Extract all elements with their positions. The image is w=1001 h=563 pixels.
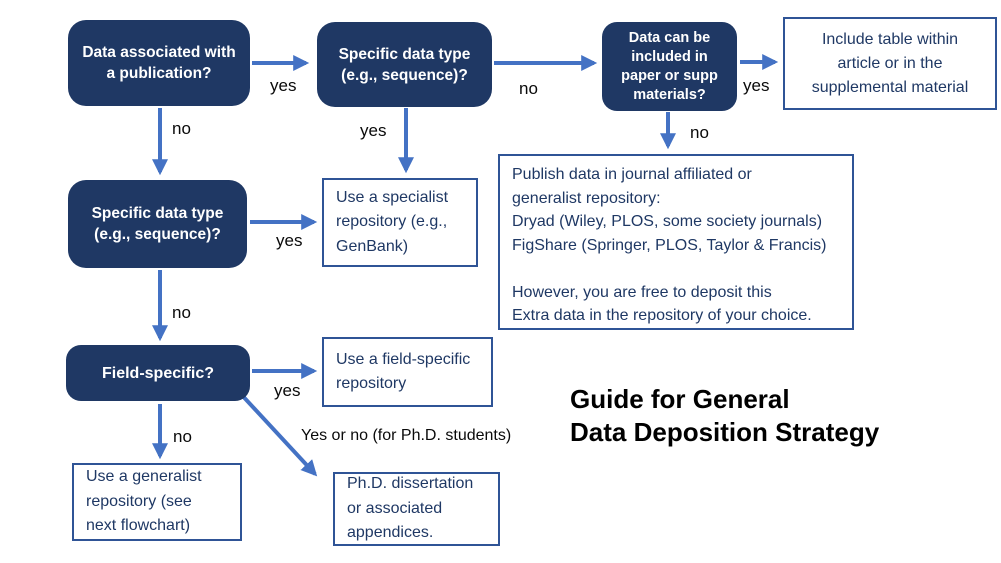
node-publish-journal-repository: Publish data in journal affiliated or ge…: [498, 154, 854, 330]
node-phd-dissertation: Ph.D. dissertation or associated appendi…: [333, 472, 500, 546]
node-data-associated-with-publication: Data associated with a publication?: [68, 20, 250, 106]
edge-label-type-top-no: no: [519, 79, 538, 98]
edge-label-field-no: no: [173, 427, 192, 446]
edge-label-phd-note: Yes or no (for Ph.D. students): [301, 427, 512, 444]
node-specialist-repository: Use a specialist repository (e.g., GenBa…: [322, 178, 478, 267]
node-field-specific-repository: Use a field-specific repository: [322, 337, 493, 407]
edge-label-included-no: no: [690, 123, 709, 142]
diagram-title: Guide for General Data Deposition Strate…: [570, 384, 880, 447]
node-specific-data-type-mid: Specific data type (e.g., sequence)?: [68, 180, 247, 268]
edge-label-type-mid-yes: yes: [276, 231, 303, 250]
edge-label-included-yes: yes: [743, 76, 770, 95]
node-generalist-repository: Use a generalist repository (see next fl…: [72, 463, 242, 541]
node-include-table-in-article: Include table within article or in the s…: [783, 17, 997, 110]
node-data-included-in-paper: Data can be included in paper or supp ma…: [602, 22, 737, 111]
node-specific-data-type-top: Specific data type (e.g., sequence)?: [317, 22, 492, 107]
edge-label-publication-yes: yes: [270, 76, 297, 95]
node-field-specific: Field-specific?: [66, 345, 250, 401]
edge-label-type-mid-no: no: [172, 303, 191, 322]
edge-label-type-top-yes: yes: [360, 121, 387, 140]
edge-label-field-yes: yes: [274, 381, 301, 400]
edge-label-publication-no: no: [172, 119, 191, 138]
